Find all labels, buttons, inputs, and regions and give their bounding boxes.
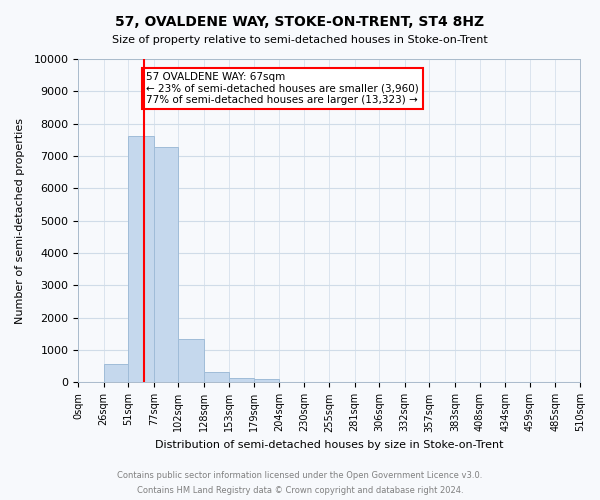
Bar: [204, 372, 229, 382]
X-axis label: Distribution of semi-detached houses by size in Stoke-on-Trent: Distribution of semi-detached houses by …: [155, 440, 503, 450]
Text: 57 OVALDENE WAY: 67sqm
← 23% of semi-detached houses are smaller (3,960)
77% of : 57 OVALDENE WAY: 67sqm ← 23% of semi-det…: [146, 72, 419, 105]
Y-axis label: Number of semi-detached properties: Number of semi-detached properties: [15, 118, 25, 324]
Text: 57, OVALDENE WAY, STOKE-ON-TRENT, ST4 8HZ: 57, OVALDENE WAY, STOKE-ON-TRENT, ST4 8H…: [115, 15, 485, 29]
Text: Contains public sector information licensed under the Open Government Licence v3: Contains public sector information licen…: [118, 471, 482, 480]
Text: Contains HM Land Registry data © Crown copyright and database right 2024.: Contains HM Land Registry data © Crown c…: [137, 486, 463, 495]
Bar: [104, 364, 128, 382]
Text: Size of property relative to semi-detached houses in Stoke-on-Trent: Size of property relative to semi-detach…: [112, 35, 488, 45]
Bar: [154, 147, 178, 382]
Bar: [178, 339, 204, 382]
Bar: [229, 378, 254, 382]
Bar: [254, 379, 279, 382]
Bar: [128, 136, 154, 382]
